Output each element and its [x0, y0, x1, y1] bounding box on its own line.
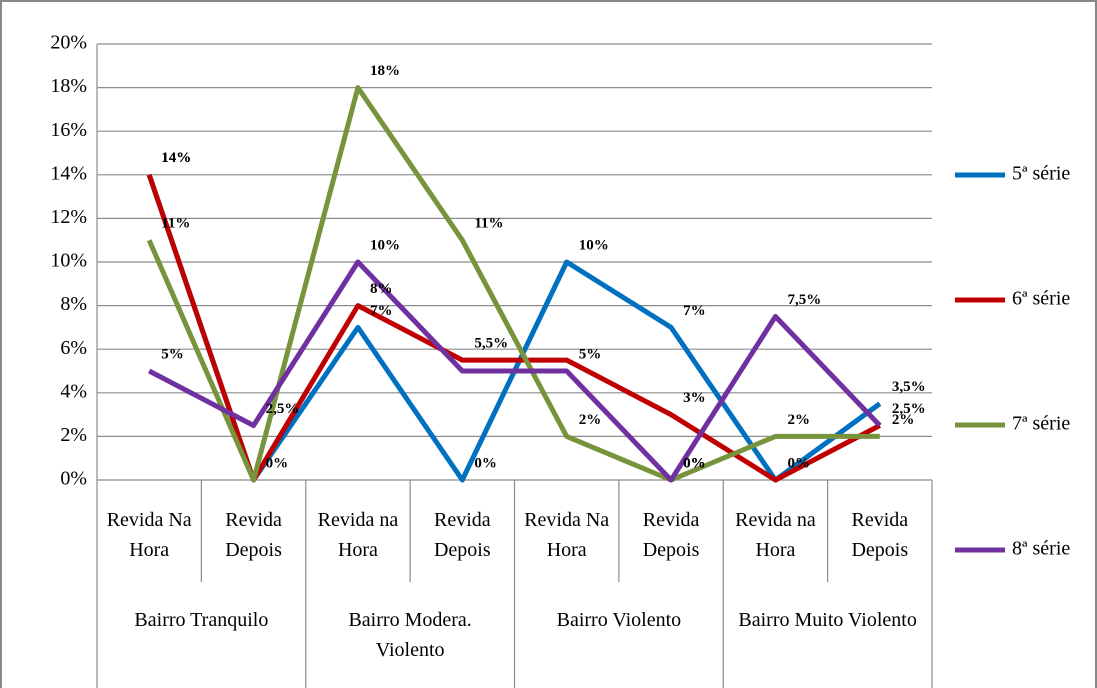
- data-label: 2%: [579, 412, 602, 428]
- x-tick-label: Revida Depois: [433, 509, 491, 561]
- y-tick-label: 16%: [50, 119, 87, 141]
- y-tick-label: 4%: [60, 380, 87, 402]
- x-tick-label: Revida na Hora: [735, 509, 816, 561]
- y-tick-label: 6%: [60, 337, 87, 359]
- data-label: 0%: [266, 455, 289, 471]
- data-label: 10%: [579, 237, 609, 253]
- data-label: 0%: [787, 455, 810, 471]
- data-label: 7%: [370, 303, 393, 319]
- group-label: Bairro Muito Violento: [738, 609, 917, 631]
- legend-label: 8ª série: [1012, 538, 1070, 560]
- x-tick-label: Revida na Hora: [317, 509, 399, 561]
- y-tick-label: 2%: [60, 424, 87, 446]
- y-tick-label: 0%: [60, 468, 87, 490]
- data-label: 7%: [683, 303, 706, 319]
- data-label: 0%: [474, 455, 497, 471]
- data-label: 2,5%: [892, 401, 926, 417]
- series-line: [146, 85, 880, 483]
- data-label: 0%: [683, 455, 706, 471]
- group-label: Bairro Violento: [556, 609, 682, 631]
- y-tick-label: 10%: [50, 250, 87, 272]
- y-tick-label: 18%: [50, 75, 87, 97]
- group-label: Bairro Modera. Violento: [348, 609, 472, 661]
- data-label: 10%: [370, 237, 400, 253]
- data-label: 2%: [787, 412, 810, 428]
- y-tick-label: 20%: [50, 32, 87, 54]
- group-label: Bairro Tranquilo: [134, 609, 269, 631]
- data-label: 8%: [370, 281, 393, 297]
- data-label: 3,5%: [892, 379, 926, 395]
- data-label: 5,5%: [474, 336, 508, 352]
- y-tick-label: 8%: [60, 293, 87, 315]
- data-label: 18%: [370, 63, 400, 79]
- legend-label: 7ª série: [1012, 413, 1070, 435]
- x-tick-label: Revida Depois: [225, 509, 282, 561]
- series-line: [146, 173, 881, 483]
- y-tick-label: 14%: [50, 162, 87, 184]
- data-label: 5%: [161, 346, 184, 362]
- x-tick-label: Revida Depois: [642, 509, 700, 561]
- x-tick-label: Revida Na Hora: [524, 509, 610, 561]
- data-label: 3%: [683, 390, 706, 406]
- data-label: 5%: [579, 346, 602, 362]
- series-line: [148, 259, 882, 483]
- y-tick-label: 12%: [50, 206, 87, 228]
- data-label: 14%: [161, 150, 191, 166]
- x-tick-label: Revida Na Hora: [106, 509, 192, 561]
- legend-label: 6ª série: [1012, 288, 1070, 310]
- legend-label: 5ª série: [1012, 163, 1070, 185]
- data-label: 7,5%: [787, 292, 821, 308]
- data-label: 11%: [474, 216, 503, 232]
- data-label: 0%: [683, 455, 706, 471]
- x-tick-label: Revida Depois: [851, 509, 909, 561]
- data-label: 14%: [161, 150, 191, 166]
- data-label: 11%: [161, 216, 190, 232]
- data-label: 2%: [892, 412, 915, 428]
- data-label: 2,5%: [266, 401, 300, 417]
